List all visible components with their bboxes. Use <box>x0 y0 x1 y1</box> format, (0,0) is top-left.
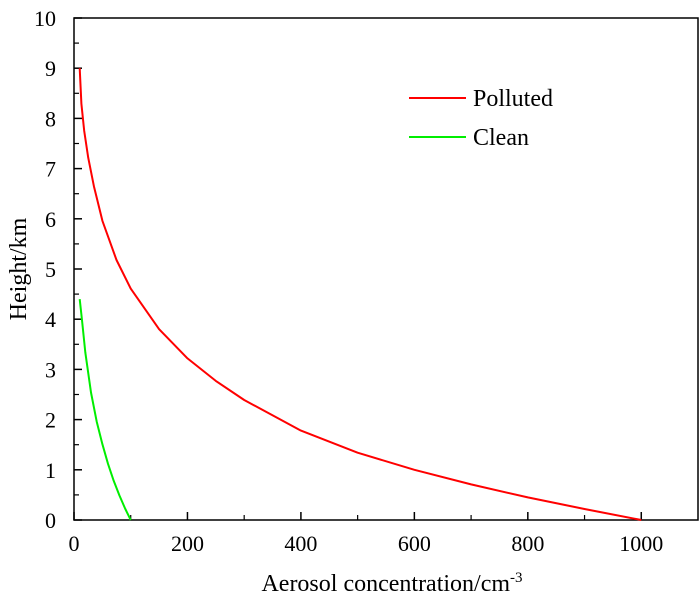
y-axis-title: Height/km <box>6 217 32 320</box>
x-tick-label: 800 <box>511 531 544 556</box>
y-tick-label: 0 <box>45 508 56 533</box>
y-tick-label: 7 <box>45 157 56 182</box>
x-tick-label: 200 <box>171 531 204 556</box>
plot-border <box>73 17 699 521</box>
series-layer <box>78 68 642 521</box>
x-axis-ticks: 0 200 400 600 800 1000 <box>69 512 663 556</box>
x-tick-label: 400 <box>284 531 317 556</box>
y-tick-label: 3 <box>45 357 56 382</box>
plot-frame <box>73 17 699 521</box>
y-tick-label: 1 <box>45 458 56 483</box>
x-axis-title-main: Aerosol concentration/cm <box>261 571 510 597</box>
y-axis-ticks: 0 1 2 3 4 5 6 7 8 9 10 <box>34 6 82 533</box>
y-tick-label: 6 <box>45 207 56 232</box>
x-tick-label: 0 <box>69 531 80 556</box>
x-axis-title: Aerosol concentration/cm-3 <box>261 570 522 597</box>
legend: Polluted Clean <box>409 86 553 151</box>
y-tick-label: 4 <box>45 307 56 332</box>
series-line-polluted <box>78 68 642 521</box>
y-tick-label: 8 <box>45 106 56 131</box>
y-tick-label: 10 <box>34 6 56 31</box>
x-tick-label: 1000 <box>619 531 663 556</box>
series-line-clean <box>78 298 132 521</box>
x-axis-title-superscript: -3 <box>510 570 523 586</box>
y-tick-label: 5 <box>45 257 56 282</box>
y-tick-label: 9 <box>45 56 56 81</box>
legend-label-polluted: Polluted <box>473 86 553 112</box>
y-tick-label: 2 <box>45 408 56 433</box>
x-tick-label: 600 <box>398 531 431 556</box>
legend-label-clean: Clean <box>473 125 529 151</box>
